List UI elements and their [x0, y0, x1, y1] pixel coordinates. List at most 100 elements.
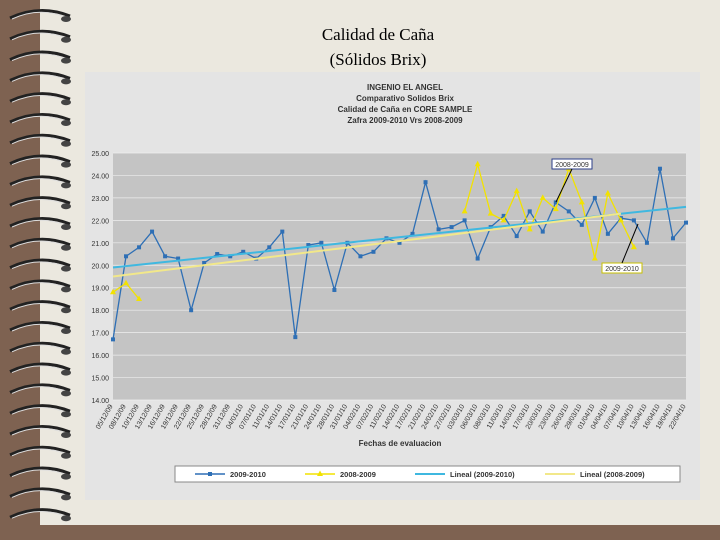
ring — [11, 365, 69, 374]
y-tick-label: 22.00 — [91, 218, 109, 225]
ring — [11, 282, 69, 290]
point — [553, 200, 558, 205]
ring — [11, 178, 69, 186]
ring — [9, 50, 71, 61]
hole — [61, 78, 71, 85]
ring — [9, 258, 71, 269]
binding — [9, 9, 71, 522]
trend-line — [112, 212, 622, 278]
ring — [9, 466, 71, 477]
point — [397, 240, 402, 245]
ring — [9, 9, 71, 20]
point — [371, 249, 376, 254]
point — [644, 240, 649, 245]
hole — [61, 307, 71, 314]
point — [202, 261, 207, 266]
ring — [9, 279, 71, 290]
point — [591, 255, 598, 261]
point — [487, 210, 494, 216]
hole — [61, 411, 71, 418]
point — [552, 205, 559, 212]
plot: 14.00 15.00 16.00 17.00 18.00 19.00 20.00 21.00… — [91, 151, 688, 431]
y-tick-label: 25.00 — [91, 151, 109, 158]
point — [514, 234, 519, 239]
point — [527, 209, 532, 214]
hole — [61, 348, 71, 355]
hole — [61, 203, 71, 210]
ring — [11, 53, 69, 62]
y-tick-label: 19.00 — [91, 286, 109, 293]
point — [526, 225, 533, 232]
point — [670, 236, 675, 241]
point — [293, 335, 298, 340]
point — [684, 220, 688, 225]
point — [176, 256, 181, 261]
hole — [61, 432, 71, 438]
ring — [9, 404, 71, 415]
hole — [61, 161, 71, 168]
hole — [61, 286, 71, 293]
legend-marker — [317, 470, 323, 476]
ring — [9, 175, 71, 186]
point — [630, 243, 637, 250]
legend-marker — [208, 472, 212, 476]
hole — [61, 244, 71, 251]
ring — [11, 219, 69, 228]
hole — [61, 265, 71, 272]
ring — [11, 136, 69, 145]
hole — [61, 120, 71, 126]
point — [540, 229, 545, 234]
chart-title: Calidad de Caña en CORE SAMPLE — [338, 105, 473, 114]
ring — [11, 386, 69, 394]
point — [110, 288, 116, 295]
ring — [11, 11, 69, 20]
ring — [9, 71, 71, 82]
ring — [9, 341, 71, 353]
ring — [11, 510, 69, 519]
y-tick-label: 21.00 — [91, 241, 109, 248]
point — [111, 337, 115, 342]
ring — [11, 198, 69, 207]
callout-arrow — [555, 168, 573, 203]
legend-label: Lineal (2009-2010) — [450, 470, 515, 479]
ring — [9, 445, 71, 457]
ring — [9, 321, 71, 332]
ring — [11, 157, 69, 166]
ring — [11, 94, 69, 103]
ring — [9, 508, 71, 519]
ring — [11, 323, 69, 332]
x-axis-title: Fechas de evaluacion — [359, 439, 442, 448]
point — [163, 254, 168, 259]
ring — [11, 490, 69, 498]
ring — [11, 427, 69, 436]
ring — [9, 92, 71, 103]
point — [136, 295, 143, 301]
hole — [61, 224, 71, 230]
y-tick-label: 14.00 — [91, 398, 109, 405]
y-tick-label: 20.00 — [91, 263, 109, 270]
point — [436, 227, 441, 232]
ring — [11, 344, 69, 353]
hole — [61, 328, 71, 334]
chart-title: Zafra 2009-2010 Vrs 2008-2009 — [347, 116, 463, 125]
point — [410, 231, 415, 236]
slide-title: (Sólidos Brix) — [330, 50, 427, 69]
point — [578, 198, 585, 205]
point — [189, 308, 194, 313]
ring — [11, 448, 69, 457]
ring — [9, 425, 71, 436]
legend-label: 2009-2010 — [230, 470, 266, 479]
y-tick-label: 15.00 — [91, 376, 109, 383]
point — [592, 195, 597, 200]
point — [319, 240, 324, 245]
ring — [9, 237, 71, 249]
annotation: 2008-2009 — [555, 162, 589, 169]
legend-label: Lineal (2008-2009) — [580, 470, 645, 479]
chart-title: INGENIO EL ANGEL — [367, 83, 443, 92]
point — [306, 243, 311, 248]
point — [358, 254, 363, 259]
y-tick-label: 24.00 — [91, 173, 109, 180]
hole — [61, 99, 71, 106]
y-tick-label: 23.00 — [91, 196, 109, 203]
